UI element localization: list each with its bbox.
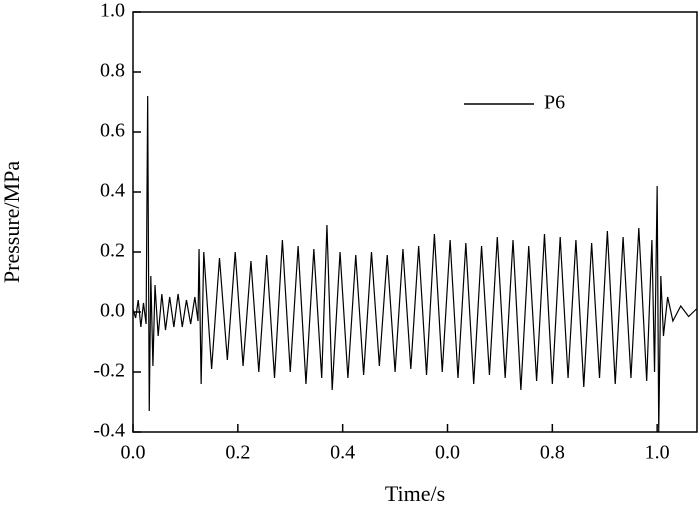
y-tick-label: 0.0 — [100, 300, 125, 322]
y-tick-label: 0.2 — [100, 240, 125, 262]
x-tick-label: 0.0 — [121, 442, 146, 464]
legend-label: P6 — [544, 92, 565, 114]
x-tick-label: 0.0 — [435, 442, 460, 464]
y-tick-label: 1.0 — [100, 0, 125, 22]
x-tick-label: 0.8 — [540, 442, 565, 464]
y-axis-label: Pressure/MPa — [0, 161, 24, 283]
y-tick-label: 0.6 — [100, 120, 125, 142]
y-tick-label: 0.4 — [100, 180, 125, 202]
series-line — [132, 95, 697, 433]
x-tick-label: 1.0 — [645, 442, 670, 464]
x-tick-label: 0.2 — [225, 442, 250, 464]
y-tick-label: -0.4 — [93, 420, 125, 442]
y-tick-label: -0.2 — [93, 360, 125, 382]
x-axis-label: Time/s — [385, 481, 445, 506]
plot-frame — [132, 11, 698, 433]
x-tick-label: 0.4 — [330, 442, 355, 464]
y-tick-label: 0.8 — [100, 60, 125, 82]
